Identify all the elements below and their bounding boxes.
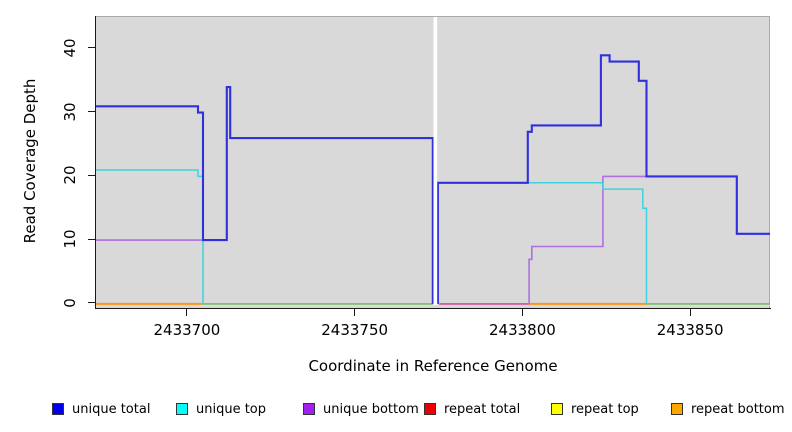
- legend-swatch-icon: [303, 403, 315, 415]
- legend-swatch-icon: [424, 403, 436, 415]
- series-line-unique-bottom: [528, 175, 770, 304]
- y-tick-mark: [88, 174, 95, 176]
- series-line-unique-total: [436, 54, 770, 304]
- y-tick-mark: [88, 238, 95, 240]
- x-axis-title: Coordinate in Reference Genome: [308, 357, 558, 375]
- x-tick-label: 2433700: [153, 321, 221, 339]
- legend-item-unique-bottom: unique bottom: [303, 401, 419, 417]
- legend-item-repeat-bottom: repeat bottom: [671, 401, 785, 417]
- x-tick-mark: [689, 309, 691, 316]
- y-axis-title: Read Coverage Depth: [21, 78, 39, 244]
- x-tick-label: 2433750: [321, 321, 389, 339]
- legend-item-repeat-total: repeat total: [424, 401, 520, 417]
- x-tick-label: 2433850: [656, 321, 724, 339]
- coverage-gap-band: [433, 17, 438, 306]
- plot-svg: [96, 17, 770, 306]
- legend-label: unique bottom: [323, 401, 419, 417]
- legend-label: unique total: [72, 401, 151, 417]
- y-tick-mark: [88, 302, 95, 304]
- legend-swatch-icon: [52, 403, 64, 415]
- y-tick-label: 40: [61, 38, 79, 58]
- legend-swatch-icon: [176, 403, 188, 415]
- x-tick-mark: [521, 309, 523, 316]
- y-axis-line: [95, 16, 96, 309]
- legend: unique total unique top unique bottom repea…: [0, 401, 792, 419]
- y-tick-mark: [88, 47, 95, 49]
- legend-item-unique-total: unique total: [52, 401, 150, 417]
- legend-label: unique top: [196, 401, 267, 417]
- legend-label: repeat top: [571, 401, 639, 417]
- x-tick-label: 2433800: [489, 321, 556, 339]
- series-line-unique-top: [437, 182, 648, 304]
- series-line-unique-top: [96, 169, 204, 304]
- series-line-unique-bottom: [96, 86, 434, 304]
- legend-swatch-icon: [671, 403, 683, 415]
- x-axis-line: [95, 308, 771, 309]
- plot-panel: [96, 16, 770, 308]
- x-tick-mark: [354, 309, 356, 316]
- legend-swatch-icon: [551, 403, 563, 415]
- legend-item-repeat-top: repeat top: [551, 401, 639, 417]
- legend-label: repeat bottom: [691, 401, 785, 417]
- series-line-unique-total: [96, 86, 434, 304]
- x-tick-mark: [186, 309, 188, 316]
- legend-item-unique-top: unique top: [176, 401, 266, 417]
- legend-label: repeat total: [444, 401, 521, 417]
- y-tick-mark: [88, 111, 95, 113]
